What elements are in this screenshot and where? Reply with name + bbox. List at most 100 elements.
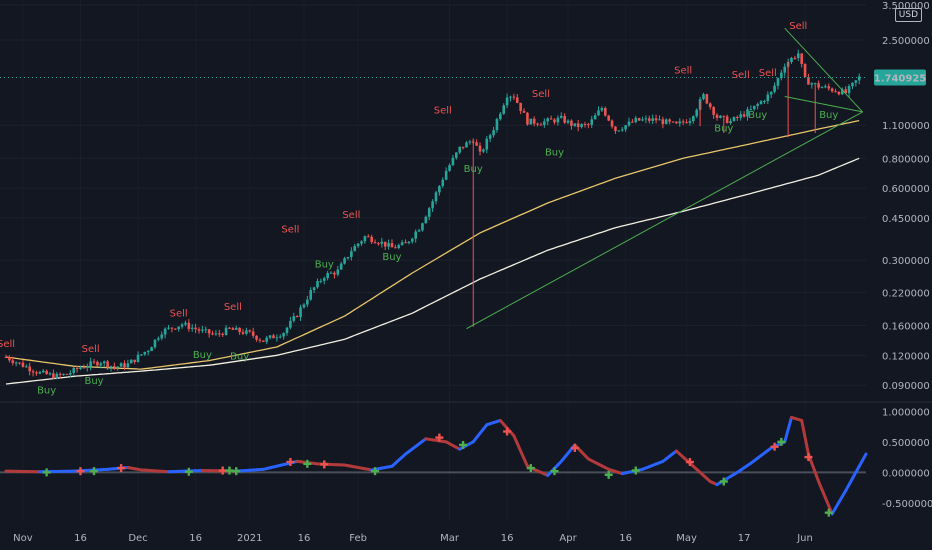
sell-signal-label: Sell [82, 344, 100, 355]
candle-body [119, 363, 123, 367]
candle-body [556, 117, 560, 123]
candle-body [448, 165, 451, 171]
candle-body [336, 269, 340, 275]
sell-signal-label: Sell [532, 89, 550, 100]
candle-body [414, 231, 417, 239]
candle-body [201, 329, 204, 331]
oscillator-line [4, 415, 868, 516]
candle-body [519, 102, 522, 111]
candle-body [150, 347, 153, 352]
candle-body [319, 280, 323, 282]
buy-signal-label: Buy [819, 110, 838, 121]
candle-body [228, 327, 231, 329]
candle-body [610, 120, 614, 127]
candle-body [603, 108, 607, 116]
candle-body [356, 243, 360, 247]
price-axis-tick: 1.100000 [882, 121, 930, 132]
candle-body [444, 170, 448, 180]
candle-body [11, 360, 15, 363]
candle-body [607, 115, 610, 121]
candle-body [102, 361, 106, 364]
candle-body [455, 152, 458, 158]
candle-body [678, 121, 682, 124]
candle-body [289, 320, 292, 328]
currency-badge[interactable]: USD [894, 8, 922, 22]
candle-body [566, 120, 570, 123]
candle-body [725, 116, 729, 124]
sell-signal-label: Sell [732, 70, 750, 81]
candle-body [661, 119, 665, 125]
candle-body [400, 242, 404, 246]
candle-body [553, 119, 556, 123]
last-price-label-bg [874, 69, 926, 86]
price-axis-tick: 0.120000 [882, 351, 930, 362]
candle-body [475, 142, 478, 146]
price-axis-tick: 0.600000 [882, 184, 930, 195]
candle-body [549, 118, 553, 120]
candle-body [363, 236, 367, 242]
candle-body [485, 138, 489, 150]
candle-body [746, 109, 749, 117]
candle-body [123, 363, 126, 368]
candle-body [756, 104, 759, 106]
candle-body [251, 331, 255, 336]
candle-body [695, 109, 699, 117]
candle-body [570, 120, 573, 126]
candle-body [644, 118, 648, 120]
candle-body [380, 241, 384, 244]
sell-signal-label: Sell [759, 68, 777, 79]
candle-body [177, 326, 180, 330]
candle-body [14, 362, 18, 364]
candle-body [312, 287, 316, 291]
candle-body [539, 124, 543, 126]
candle-body [404, 242, 407, 244]
candle-body [796, 53, 800, 59]
oscillator-segment [810, 461, 817, 474]
oscillator-segment [800, 418, 807, 439]
candle-body [211, 333, 214, 335]
time-axis-tick: Dec [128, 533, 147, 544]
candle-body [113, 366, 116, 368]
trendline-1 [466, 111, 863, 330]
candle-body [31, 371, 35, 373]
candle-body [109, 366, 113, 368]
candle-body [702, 94, 705, 100]
candle-body [827, 86, 831, 89]
price-axis-tick: 0.160000 [882, 321, 930, 332]
candle-body [82, 367, 86, 369]
price-axis-tick: 0.300000 [882, 256, 930, 267]
candle-body [197, 329, 201, 331]
sell-signal-label: Sell [281, 225, 299, 236]
candle-body [434, 192, 438, 202]
candle-body [813, 83, 817, 85]
candle-body [651, 118, 654, 121]
candle-body [25, 366, 28, 368]
oscillator-segment [783, 428, 790, 444]
candle-body [688, 121, 692, 123]
candle-body [133, 359, 136, 362]
candle-body [333, 272, 336, 275]
candle-body [712, 107, 715, 115]
candle-body [614, 126, 617, 132]
buy-signal-label: Buy [382, 252, 401, 263]
candle-body [780, 72, 783, 79]
candle-body [790, 57, 793, 63]
time-axis-tick: Jun [796, 533, 813, 544]
candle-body [590, 119, 594, 125]
candle-body [255, 335, 258, 340]
candle-body [580, 124, 583, 128]
candle-body [224, 327, 228, 335]
buy-signal-label: Buy [37, 386, 56, 397]
candle-body [793, 57, 797, 59]
buy-signal-label: Buy [84, 376, 103, 387]
candle-body [52, 373, 55, 379]
candle-body [417, 230, 421, 232]
candle-body [390, 243, 394, 248]
candle-body [766, 94, 770, 102]
candle-body [136, 354, 140, 362]
candle-body [184, 322, 187, 325]
candle-body [685, 122, 688, 124]
candle-body [499, 113, 502, 120]
